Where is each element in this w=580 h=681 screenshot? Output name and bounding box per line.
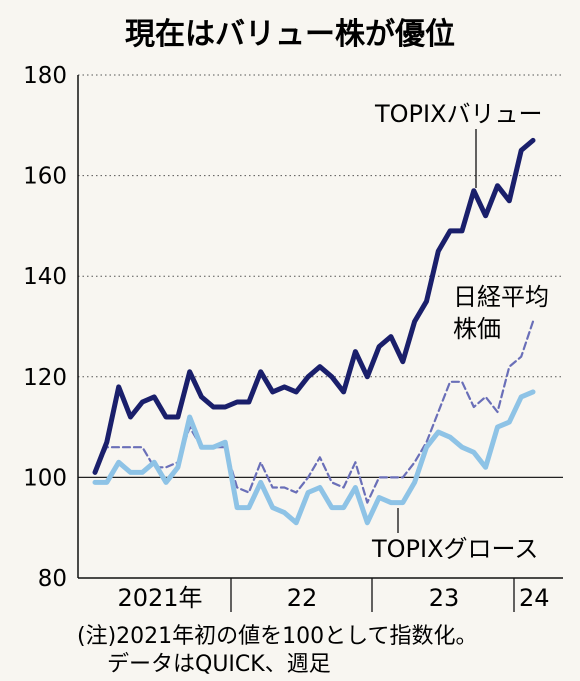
x-tick-label: 24	[519, 584, 550, 612]
series-line-topix-value	[92, 137, 536, 475]
y-tick-label: 160	[23, 164, 67, 190]
x-tick-label: 23	[429, 584, 460, 612]
x-tick-label: 2021年	[117, 584, 202, 612]
grid	[78, 74, 563, 479]
footnote-line1: (注)2021年初の値を100として指数化。	[77, 624, 478, 649]
series-label-topix-growth: TOPIXグロース	[371, 535, 538, 563]
x-tick-label: 22	[287, 584, 318, 612]
y-tick-label: 140	[23, 264, 67, 290]
series-label-nikkei-line2: 株価	[453, 315, 501, 343]
series-lines	[92, 137, 536, 526]
y-tick-label: 180	[23, 63, 67, 89]
series-line-nikkei	[93, 320, 535, 504]
y-tick-label: 120	[23, 365, 67, 391]
y-tick-label: 100	[23, 465, 67, 491]
label-leaders	[397, 129, 477, 533]
series-label-nikkei-line1: 日経平均	[453, 283, 549, 311]
chart-title: 現在はバリュー株が優位	[125, 17, 455, 52]
y-axis-ticks: 80 100 120 140 160 180	[23, 63, 67, 592]
x-axis: 2021年 22 23 24	[77, 75, 563, 612]
footnote-line2: データはQUICK、週足	[107, 652, 331, 677]
y-tick-label: 80	[38, 566, 67, 592]
series-line-topix-growth	[92, 389, 536, 526]
series-label-topix-value: TOPIXバリュー	[374, 100, 543, 128]
